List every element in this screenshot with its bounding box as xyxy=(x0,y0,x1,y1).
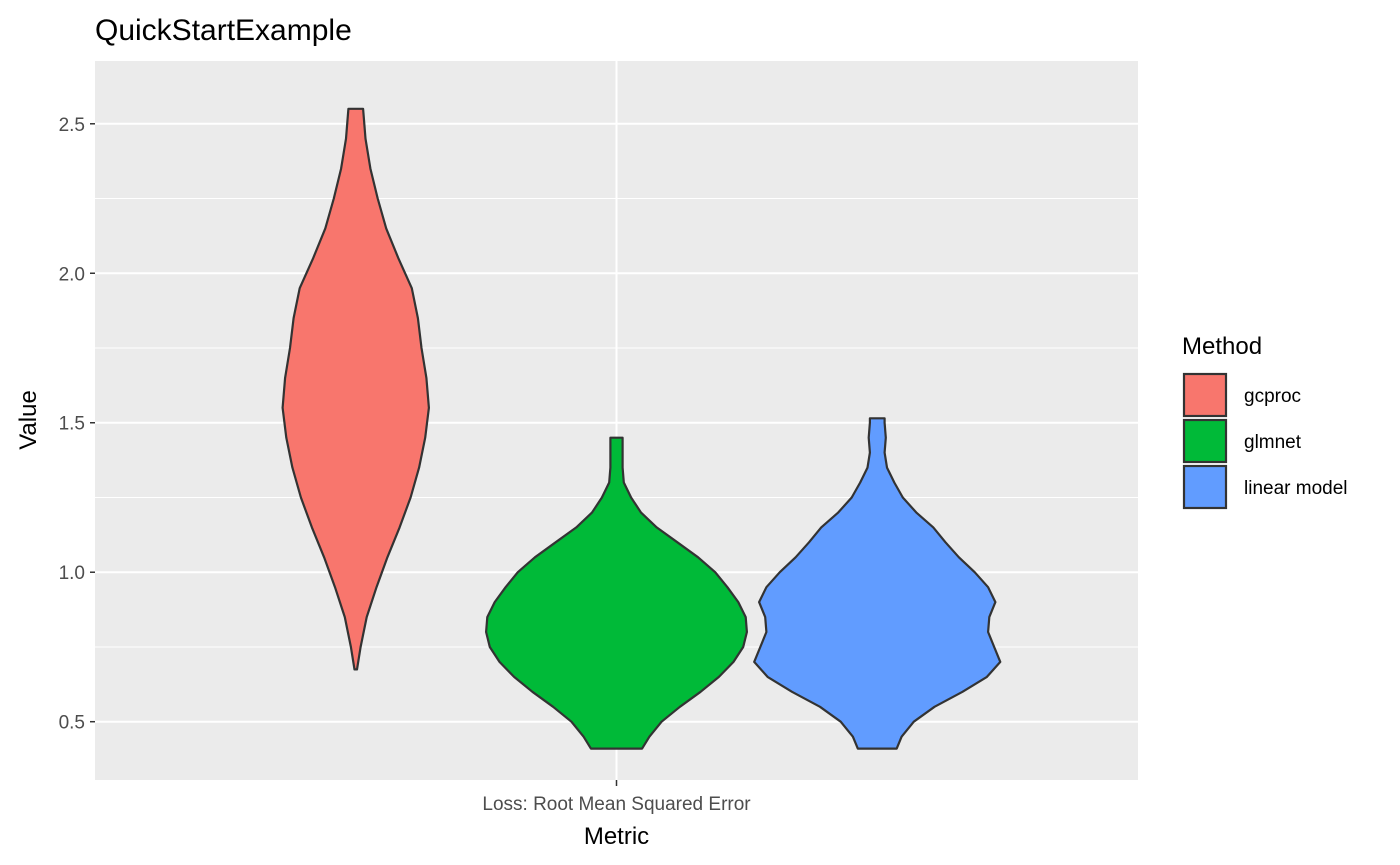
legend-key-gcproc xyxy=(1182,372,1228,418)
y-tick-label: 0.5 xyxy=(59,713,85,734)
legend-label: gcproc xyxy=(1244,386,1301,407)
legend-key-glmnet xyxy=(1182,418,1228,464)
violin-layer xyxy=(281,107,1002,750)
x-axis-title: Metric xyxy=(584,823,649,850)
x-axis: Loss: Root Mean Squared Error xyxy=(482,780,751,815)
legend-label: linear model xyxy=(1244,478,1348,499)
y-axis: 0.5 1.0 1.5 2.0 2.5 xyxy=(59,115,95,734)
chart-title: QuickStartExample xyxy=(95,14,352,47)
y-tick-label: 2.0 xyxy=(59,264,85,285)
legend: Method gcproc glmnet linear model xyxy=(1182,333,1348,510)
legend-title: Method xyxy=(1182,333,1262,360)
legend-label: glmnet xyxy=(1244,432,1302,453)
violin-linear-model xyxy=(753,417,1002,750)
legend-key-linear-model xyxy=(1182,464,1228,510)
y-axis-title: Value xyxy=(15,390,42,450)
x-tick-label: Loss: Root Mean Squared Error xyxy=(482,794,751,815)
violin-glmnet xyxy=(485,436,748,750)
violin-gcproc xyxy=(281,107,430,671)
y-tick-label: 1.5 xyxy=(59,414,85,435)
y-tick-label: 2.5 xyxy=(59,115,85,136)
y-tick-label: 1.0 xyxy=(59,563,85,584)
